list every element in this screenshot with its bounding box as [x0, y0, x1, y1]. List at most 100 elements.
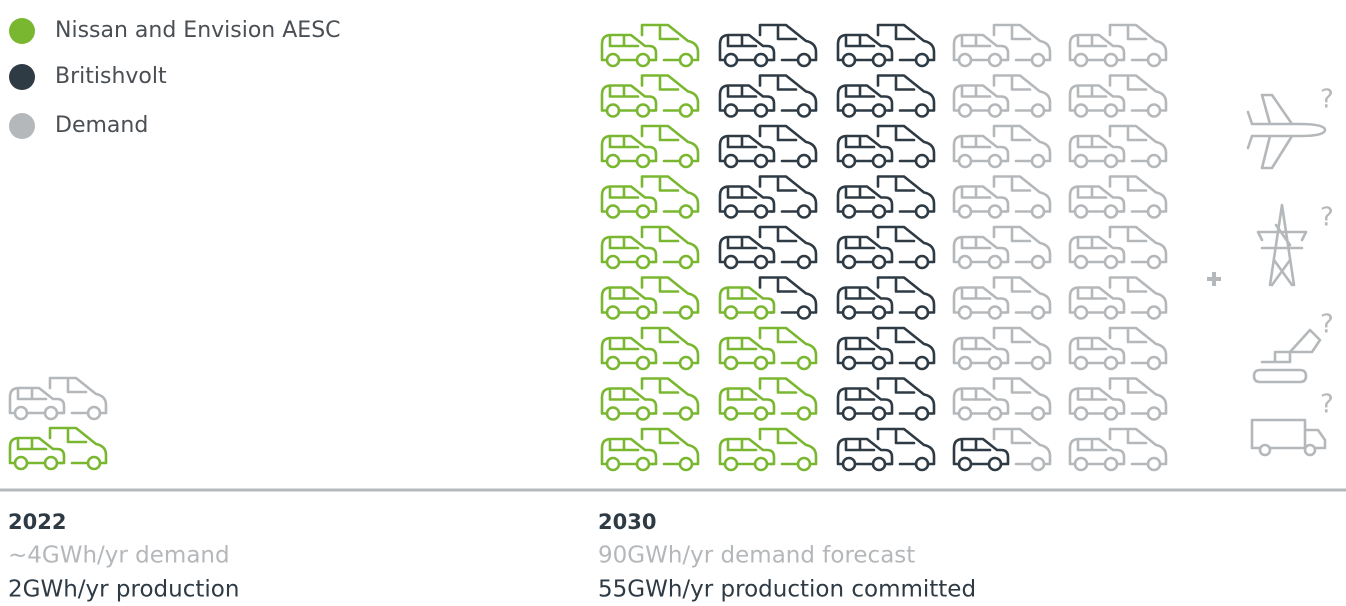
van-icon — [48, 376, 108, 415]
wheel — [678, 456, 694, 472]
car-icon — [1068, 185, 1126, 213]
van-pair — [836, 427, 936, 472]
wheel — [796, 103, 812, 118]
van-pair — [600, 276, 700, 320]
car-icon — [952, 336, 1010, 365]
van-pair — [952, 124, 1052, 169]
wheel — [723, 52, 739, 68]
wheel — [871, 52, 887, 68]
van-icon — [876, 23, 936, 62]
car-icon — [952, 33, 1010, 62]
wheel — [871, 406, 887, 421]
van-pair — [1068, 225, 1168, 270]
van-icon — [876, 175, 936, 213]
van-icon — [876, 276, 936, 314]
car-icon — [1068, 33, 1126, 62]
van-icon — [640, 175, 700, 213]
wheel — [1146, 406, 1162, 421]
wheel — [753, 456, 769, 472]
wheel — [957, 153, 973, 169]
car-icon — [952, 185, 1010, 213]
van-icon — [876, 427, 936, 466]
van-icon — [992, 23, 1052, 62]
wheel — [1030, 254, 1046, 270]
car-icon — [600, 84, 658, 112]
wheel — [1030, 153, 1046, 169]
van-icon — [758, 23, 818, 62]
car-icon — [952, 437, 1010, 466]
wheel — [1030, 103, 1046, 118]
van-icon — [640, 326, 700, 365]
car-icon — [718, 185, 776, 213]
wheel — [1073, 103, 1089, 118]
van-pair — [718, 225, 818, 270]
van-icon — [992, 74, 1052, 112]
van-icon — [876, 326, 936, 365]
wheel — [796, 153, 812, 169]
car-icon — [8, 386, 66, 415]
wheel — [635, 204, 651, 219]
car-icon — [1068, 235, 1126, 264]
wheel — [678, 355, 694, 371]
car-icon — [600, 387, 658, 415]
wheel — [914, 305, 930, 320]
van-pair — [718, 276, 818, 320]
wheel — [957, 406, 973, 421]
wheel — [1103, 355, 1119, 371]
van-pair — [836, 225, 936, 270]
wheel — [723, 204, 739, 219]
wheel — [43, 455, 59, 471]
van-pair — [600, 124, 700, 169]
wheel — [723, 254, 739, 270]
wheel — [1103, 305, 1119, 320]
wheel — [987, 305, 1003, 320]
wheel — [635, 456, 651, 472]
production-text: 2GWh/yr production — [8, 577, 239, 603]
demand-text: 90GWh/yr demand forecast — [598, 543, 915, 569]
wheel — [678, 103, 694, 118]
wheel — [987, 254, 1003, 270]
car-icon — [600, 235, 658, 264]
wheel — [1073, 305, 1089, 320]
van-icon — [992, 377, 1052, 415]
van-icon — [876, 74, 936, 112]
van-icon — [1108, 74, 1168, 112]
wheel — [957, 204, 973, 219]
car-icon — [836, 437, 894, 466]
wheel — [841, 406, 857, 421]
wheel — [871, 355, 887, 371]
wheel — [987, 355, 1003, 371]
wheel — [796, 52, 812, 68]
van-icon — [640, 23, 700, 62]
car-icon — [1068, 134, 1126, 163]
wheel — [753, 305, 769, 320]
van-pair — [600, 326, 700, 371]
wheel — [987, 406, 1003, 421]
van-icon — [1108, 326, 1168, 365]
car-icon — [836, 387, 894, 415]
wheel — [841, 153, 857, 169]
car-icon — [718, 387, 776, 415]
car-icon — [836, 84, 894, 112]
wheel — [1146, 355, 1162, 371]
wheel — [678, 406, 694, 421]
wheel — [723, 103, 739, 118]
van-icon — [992, 225, 1052, 264]
wheel — [753, 204, 769, 219]
van-icon — [758, 124, 818, 163]
van-icon — [1108, 124, 1168, 163]
car-icon — [952, 84, 1010, 112]
wheel — [914, 103, 930, 118]
wheel — [13, 455, 29, 471]
wheel — [841, 52, 857, 68]
wheel — [957, 355, 973, 371]
legend-swatch — [9, 18, 35, 44]
car-icon — [952, 134, 1010, 163]
wheel — [1073, 254, 1089, 270]
car-icon — [718, 134, 776, 163]
car-icon — [1068, 336, 1126, 365]
wheel — [1146, 204, 1162, 219]
pylon-icon — [1256, 203, 1308, 287]
van-pair — [952, 74, 1052, 118]
